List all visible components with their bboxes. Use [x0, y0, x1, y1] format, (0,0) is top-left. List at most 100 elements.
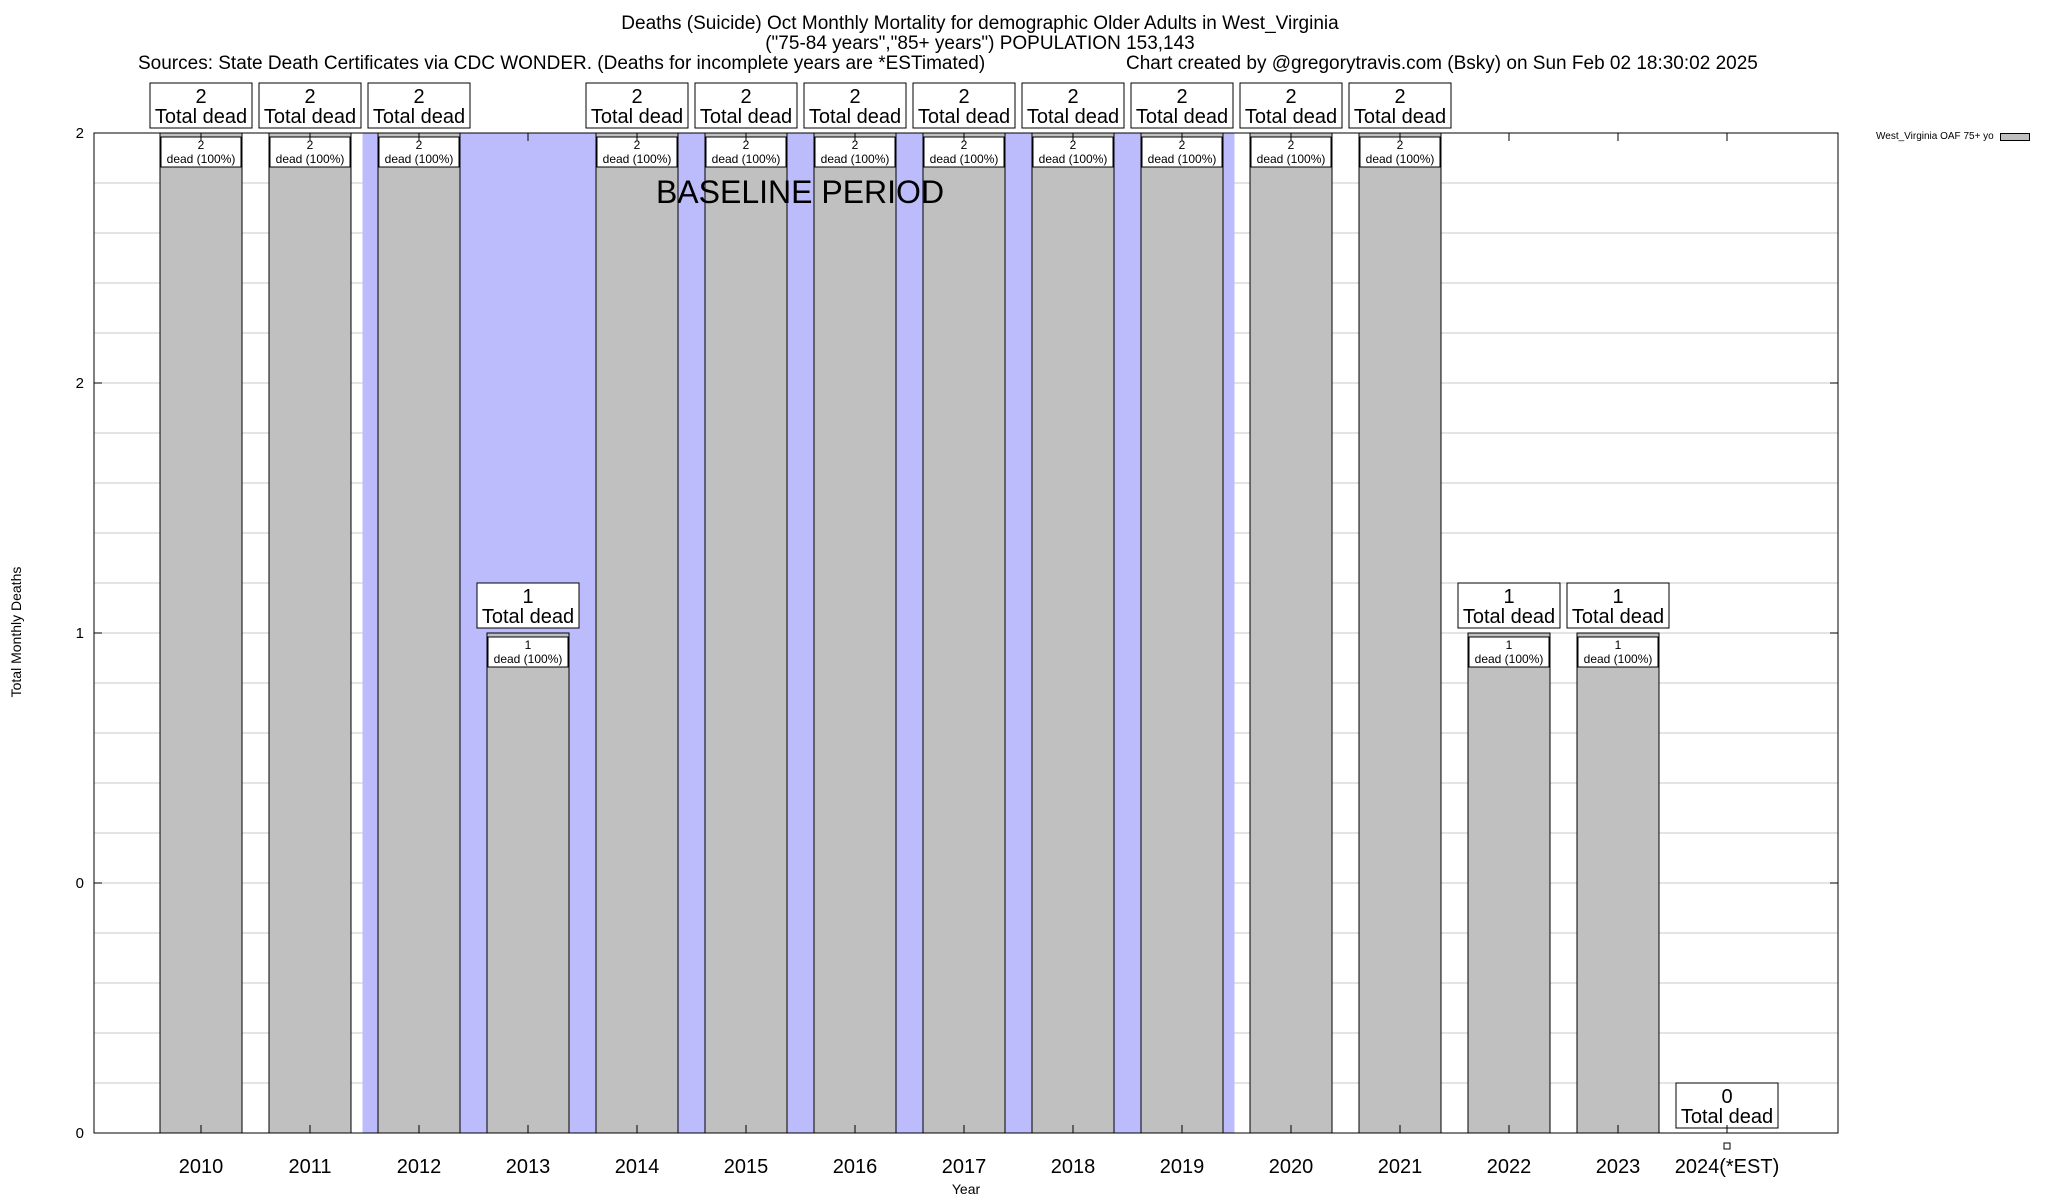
bar-inner-label-box	[160, 136, 242, 168]
bar-total-label-text: Total dead	[1354, 106, 1446, 128]
y-tick-label: 0	[76, 875, 84, 892]
legend-swatch	[1999, 132, 2030, 141]
bar-total-label-value: 2	[1394, 86, 1405, 108]
bar-total-label-box	[476, 582, 580, 629]
bar-inner-label-text: dead (100%)	[1366, 152, 1435, 166]
bar	[1140, 132, 1224, 1134]
bar-inner-label-count: 1	[1506, 638, 1513, 652]
bar-total-label-box	[585, 82, 689, 129]
bar-total-label-box	[1021, 82, 1125, 129]
bar-inner-label-box	[923, 136, 1005, 168]
bar-total-label-text: Total dead	[918, 106, 1010, 128]
bar-inner-label-count: 2	[961, 138, 968, 152]
chart-credit: Chart created by @gregorytravis.com (Bsk…	[1126, 53, 1758, 74]
bar-inner-label-count: 2	[1397, 138, 1404, 152]
bar-inner-label-text: dead (100%)	[167, 152, 236, 166]
bar-inner-label-text: dead (100%)	[1257, 152, 1326, 166]
bar-inner-label-text: dead (100%)	[276, 152, 345, 166]
x-tick-label: 2014	[615, 1156, 660, 1178]
bar-total-label-text: Total dead	[1463, 606, 1555, 628]
bar-total-label-value: 2	[304, 86, 315, 108]
chart-sources: Sources: State Death Certificates via CD…	[138, 53, 986, 74]
bar	[595, 132, 679, 1134]
bar-inner-label-box	[1577, 636, 1659, 668]
bar-total-label-box	[912, 82, 1016, 129]
bar-total-label-text: Total dead	[482, 606, 574, 628]
y-tick-label: 1	[76, 625, 84, 642]
bar	[1249, 132, 1333, 1134]
bar-inner-label-box	[378, 136, 460, 168]
bar-total-label-box	[149, 82, 253, 129]
bar-total-label-text: Total dead	[809, 106, 901, 128]
x-tick-label: 2015	[724, 1156, 769, 1178]
bar-inner-label-box	[1468, 636, 1550, 668]
bar-inner-label-text: dead (100%)	[821, 152, 890, 166]
bar-inner-label-count: 2	[416, 138, 423, 152]
legend: West_Virginia OAF 75+ yo	[1876, 131, 2030, 142]
legend-label: West_Virginia OAF 75+ yo	[1876, 131, 1994, 142]
bar-total-label-text: Total dead	[591, 106, 683, 128]
bar-total-label-text: Total dead	[1681, 1106, 1773, 1128]
bar	[1576, 632, 1660, 1134]
x-tick-label: 2020	[1269, 1156, 1314, 1178]
bar-total-label-text: Total dead	[155, 106, 247, 128]
bar-total-label-text: Total dead	[700, 106, 792, 128]
bar-total-label-box	[367, 82, 471, 129]
baseline-period-label: BASELINE PERIOD	[656, 174, 944, 210]
x-tick-label: 2010	[179, 1156, 224, 1178]
bar-total-label-text: Total dead	[264, 106, 356, 128]
x-tick-label: 2024(*EST)	[1675, 1156, 1780, 1178]
zero-marker	[1723, 1142, 1731, 1150]
bar-inner-label-count: 2	[198, 138, 205, 152]
x-tick-label: 2023	[1596, 1156, 1641, 1178]
x-tick-label: 2021	[1378, 1156, 1423, 1178]
bar-total-label-box	[1239, 82, 1343, 129]
bar-inner-label-text: dead (100%)	[494, 652, 563, 666]
bar-total-label-text: Total dead	[373, 106, 465, 128]
bar-inner-label-text: dead (100%)	[1148, 152, 1217, 166]
bar-total-label-box	[1566, 582, 1670, 629]
x-tick-label: 2016	[833, 1156, 878, 1178]
bar-inner-label-count: 2	[307, 138, 314, 152]
bar-total-label-box	[1130, 82, 1234, 129]
bar	[813, 132, 897, 1134]
bar-total-label-text: Total dead	[1136, 106, 1228, 128]
bar-inner-label-count: 2	[1288, 138, 1295, 152]
bar-total-label-text: Total dead	[1572, 606, 1664, 628]
bar-inner-label-box	[705, 136, 787, 168]
bar-total-label-box	[803, 82, 907, 129]
bar-total-label-value: 2	[849, 86, 860, 108]
x-tick-label: 2011	[288, 1156, 331, 1178]
chart-title: Deaths (Suicide) Oct Monthly Mortality f…	[621, 13, 1339, 34]
bar-total-label-value: 2	[195, 86, 206, 108]
bar	[1358, 132, 1442, 1134]
bar-total-label-box	[258, 82, 362, 129]
bar-inner-label-count: 2	[743, 138, 750, 152]
x-tick-label: 2022	[1487, 1156, 1532, 1178]
x-tick-label: 2017	[942, 1156, 987, 1178]
bar-total-label-text: Total dead	[1027, 106, 1119, 128]
bar-inner-label-text: dead (100%)	[712, 152, 781, 166]
bar-inner-label-box	[1250, 136, 1332, 168]
bar	[1031, 132, 1115, 1134]
bar-inner-label-count: 1	[1615, 638, 1622, 652]
bar-total-label-box	[694, 82, 798, 129]
y-tick-label: 2	[76, 375, 84, 392]
bar	[1467, 632, 1551, 1134]
bar-total-label-value: 1	[1612, 586, 1623, 608]
bar-inner-label-text: dead (100%)	[1584, 652, 1653, 666]
bar-total-label-value: 2	[958, 86, 969, 108]
x-tick-label: 2013	[506, 1156, 551, 1178]
bar-inner-label-text: dead (100%)	[1039, 152, 1108, 166]
bar-inner-label-text: dead (100%)	[603, 152, 672, 166]
x-tick-label: 2018	[1051, 1156, 1096, 1178]
bar-inner-label-box	[487, 636, 569, 668]
y-tick-label: 2	[76, 125, 84, 142]
bar	[922, 132, 1006, 1134]
bar-inner-label-count: 2	[852, 138, 859, 152]
bar	[486, 632, 570, 1134]
bar-total-label-value: 1	[1503, 586, 1514, 608]
bar-total-label-value: 0	[1721, 1086, 1732, 1108]
bar-total-label-value: 2	[740, 86, 751, 108]
bar-total-label-value: 2	[413, 86, 424, 108]
